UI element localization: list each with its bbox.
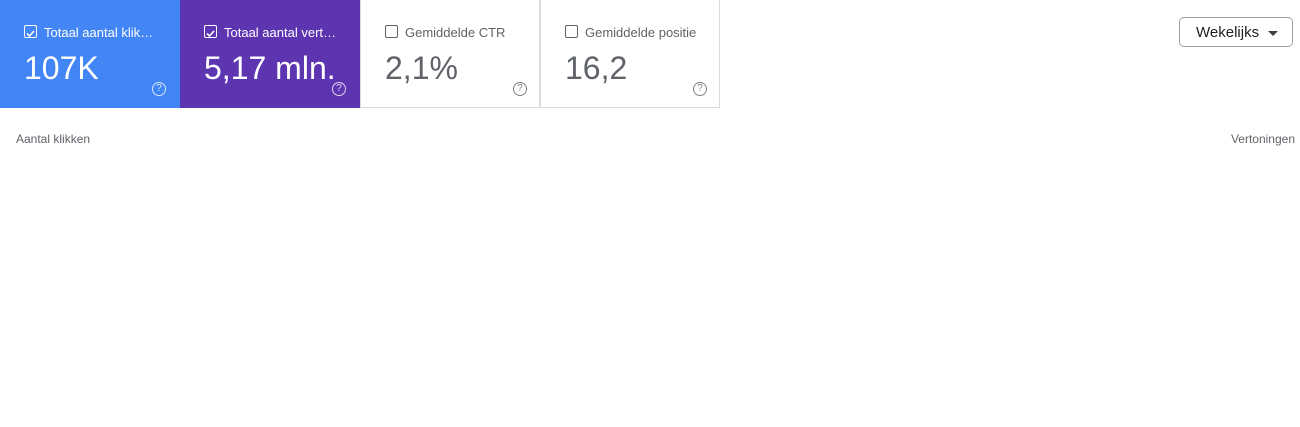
dropdown-arrow (1268, 31, 1278, 36)
card-value: 5,17 mln. (204, 50, 336, 86)
card-label: Gemiddelde CTR (405, 25, 506, 40)
card-value: 2,1% (385, 50, 458, 86)
card-label: Gemiddelde positie (585, 25, 697, 40)
dropdown-label: Wekelijks (1196, 24, 1260, 41)
card-label: Totaal aantal vert… (224, 25, 337, 40)
metric-card[interactable]: Gemiddelde positie 16,2? (540, 0, 720, 108)
y-axis-label: Aantal klikken (16, 132, 90, 146)
help-icon: ? (332, 82, 346, 96)
checkbox (204, 25, 217, 38)
card-value: 16,2 (565, 50, 628, 86)
card-value: 107K (24, 50, 99, 86)
help-icon: ? (693, 82, 707, 96)
metric-card[interactable]: Totaal aantal vert… 5,17 mln.? (180, 0, 360, 108)
period-dropdown[interactable]: Wekelijks (1179, 17, 1293, 47)
y2-axis-label: Vertoningen (1231, 132, 1295, 146)
checkbox (565, 25, 578, 38)
metric-card[interactable]: Gemiddelde CTR 2,1%? (360, 0, 540, 108)
help-icon: ? (152, 82, 166, 96)
checkbox (385, 25, 398, 38)
help-icon: ? (513, 82, 527, 96)
card-label: Totaal aantal klik… (44, 25, 154, 40)
